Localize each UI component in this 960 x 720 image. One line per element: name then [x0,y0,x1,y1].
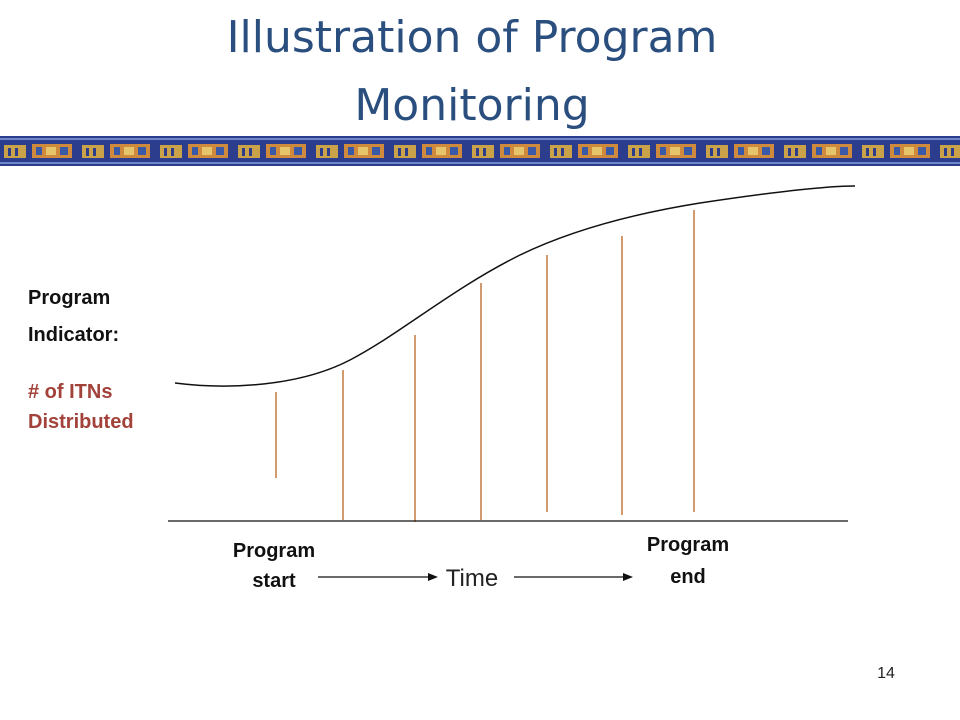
end-label: Program [647,534,729,556]
curve [174,185,856,387]
arrow-head [428,573,438,581]
title-line: Monitoring [354,80,589,131]
start-label: start [252,570,296,592]
decorative-band [0,136,960,166]
title-line: Illustration of Program [227,12,718,63]
indicator-name: # of ITNs [28,381,112,403]
page-number: 14 [877,665,895,682]
end-label: end [670,566,706,588]
axis-label: Time [446,565,498,592]
indicator-name: Distributed [28,411,134,433]
indicator-label: Program [28,287,110,309]
start-label: Program [233,540,315,562]
indicator-label: Indicator: [28,324,119,346]
arrow-head [623,573,633,581]
